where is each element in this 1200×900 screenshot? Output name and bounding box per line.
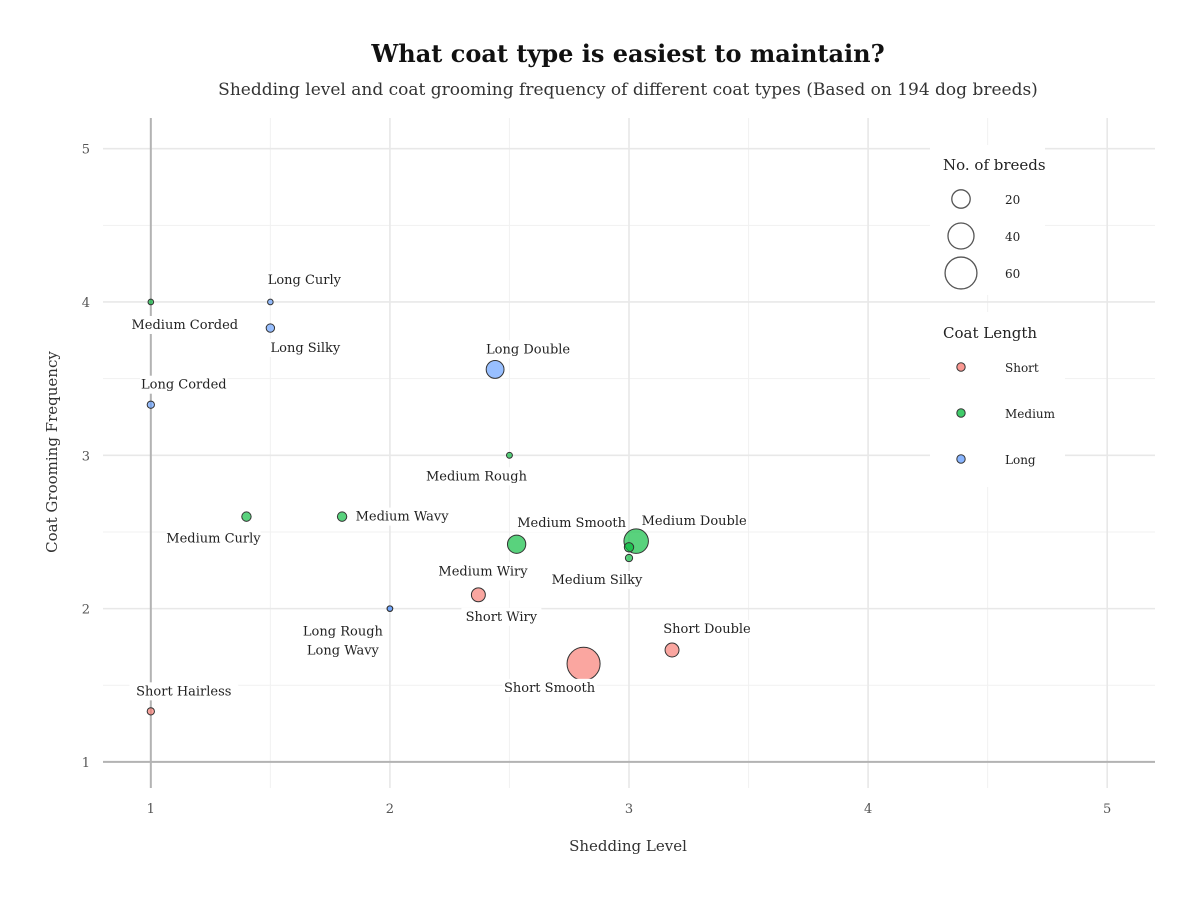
data-point — [146, 707, 155, 716]
legend-color-label: Short — [1005, 361, 1039, 375]
point-label: Long Silky — [270, 341, 340, 356]
y-tick-label: 3 — [82, 449, 90, 464]
point-label-bg — [129, 682, 239, 701]
point-label-bg — [306, 641, 380, 660]
legend-size-label: 40 — [1005, 230, 1020, 244]
y-axis-label: Coat Grooming Frequency — [43, 351, 61, 553]
legend-size-title: No. of breeds — [943, 156, 1046, 174]
data-point — [265, 323, 276, 333]
point-label: Long Double — [486, 342, 570, 357]
point-label-bg — [264, 270, 345, 289]
x-tick-label: 2 — [386, 802, 394, 817]
x-axis-label: Shedding Level — [569, 837, 687, 855]
point-label: Medium Double — [642, 514, 747, 529]
point-label: Long Corded — [141, 378, 227, 393]
chart-subtitle: Shedding level and coat grooming frequen… — [218, 80, 1038, 100]
point-label: Short Smooth — [504, 681, 596, 696]
point-label-bg — [166, 529, 261, 548]
point-label-bg — [140, 375, 228, 394]
point-label: Short Hairless — [136, 684, 231, 699]
point-label-bg — [549, 571, 645, 590]
legend-color-title: Coat Length — [943, 324, 1037, 342]
legend: No. of breeds 20 40 60 Coat Length Short Mediu… — [930, 145, 1065, 487]
legend-size-box — [930, 145, 1045, 295]
point-label-bg — [643, 512, 745, 531]
legend-color-label: Long — [1005, 453, 1036, 467]
point-label-bg — [484, 340, 572, 359]
y-tick-label: 2 — [82, 603, 90, 618]
point-label: Medium Wavy — [356, 510, 450, 525]
data-point — [566, 646, 601, 681]
point-label-bg — [502, 678, 597, 697]
legend-size-label: 60 — [1005, 267, 1020, 281]
point-label: Short Double — [663, 622, 751, 637]
data-point — [386, 605, 394, 612]
point-label-bg — [461, 607, 542, 626]
point-label-bg — [265, 339, 346, 358]
point-label: Medium Smooth — [517, 516, 626, 531]
point-label-bg — [659, 620, 755, 639]
point-label: Medium Curly — [166, 532, 261, 547]
legend-color-swatch — [956, 408, 966, 418]
legend-size-circle — [944, 256, 978, 290]
point-label: Long Wavy — [307, 644, 380, 659]
data-point — [506, 534, 527, 554]
x-tick-label: 3 — [625, 802, 633, 817]
legend-color-box — [930, 312, 1065, 487]
data-point — [147, 298, 155, 306]
legend-size-label: 20 — [1005, 193, 1020, 207]
points-layer — [146, 298, 680, 716]
point-label: Medium Rough — [426, 469, 528, 484]
axes: 1 2 3 4 5 1 2 3 4 5 — [82, 118, 1155, 817]
x-tick-label: 1 — [147, 802, 155, 817]
legend-color-label: Medium — [1005, 407, 1056, 421]
point-label-bg — [134, 315, 236, 334]
point-label-bg — [429, 467, 524, 486]
data-point — [624, 553, 634, 563]
point-label-bg — [358, 507, 446, 526]
labels-layer: Long Curly Medium Corded Long Silky Long Do… — [129, 270, 755, 701]
data-point — [623, 542, 635, 553]
legend-color-swatch — [956, 454, 966, 464]
x-tick-label: 5 — [1103, 802, 1111, 817]
data-point — [664, 642, 680, 658]
point-label-bg — [520, 514, 623, 533]
y-tick-label: 1 — [82, 756, 90, 771]
point-label-bg — [302, 622, 383, 641]
point-label: Medium Wiry — [438, 564, 528, 579]
point-label: Short Wiry — [466, 610, 538, 625]
point-label: Medium Corded — [131, 318, 238, 333]
data-point — [241, 511, 252, 522]
point-label: Medium Silky — [552, 573, 643, 588]
y-tick-label: 4 — [82, 296, 90, 311]
data-point — [505, 451, 513, 459]
chart-title: What coat type is easiest to maintain? — [370, 39, 884, 68]
legend-color-swatch — [956, 362, 966, 372]
y-tick-label: 5 — [82, 143, 90, 158]
point-label: Long Rough — [303, 625, 384, 640]
data-point — [267, 298, 274, 306]
data-point — [146, 400, 155, 409]
legend-size-circle — [951, 189, 971, 209]
x-tick-label: 4 — [864, 802, 872, 817]
data-point — [336, 511, 348, 522]
point-label: Long Curly — [268, 273, 342, 288]
legend-size-circle — [947, 222, 975, 250]
point-label-bg — [439, 562, 527, 581]
data-point — [485, 360, 505, 379]
data-point — [470, 587, 486, 603]
